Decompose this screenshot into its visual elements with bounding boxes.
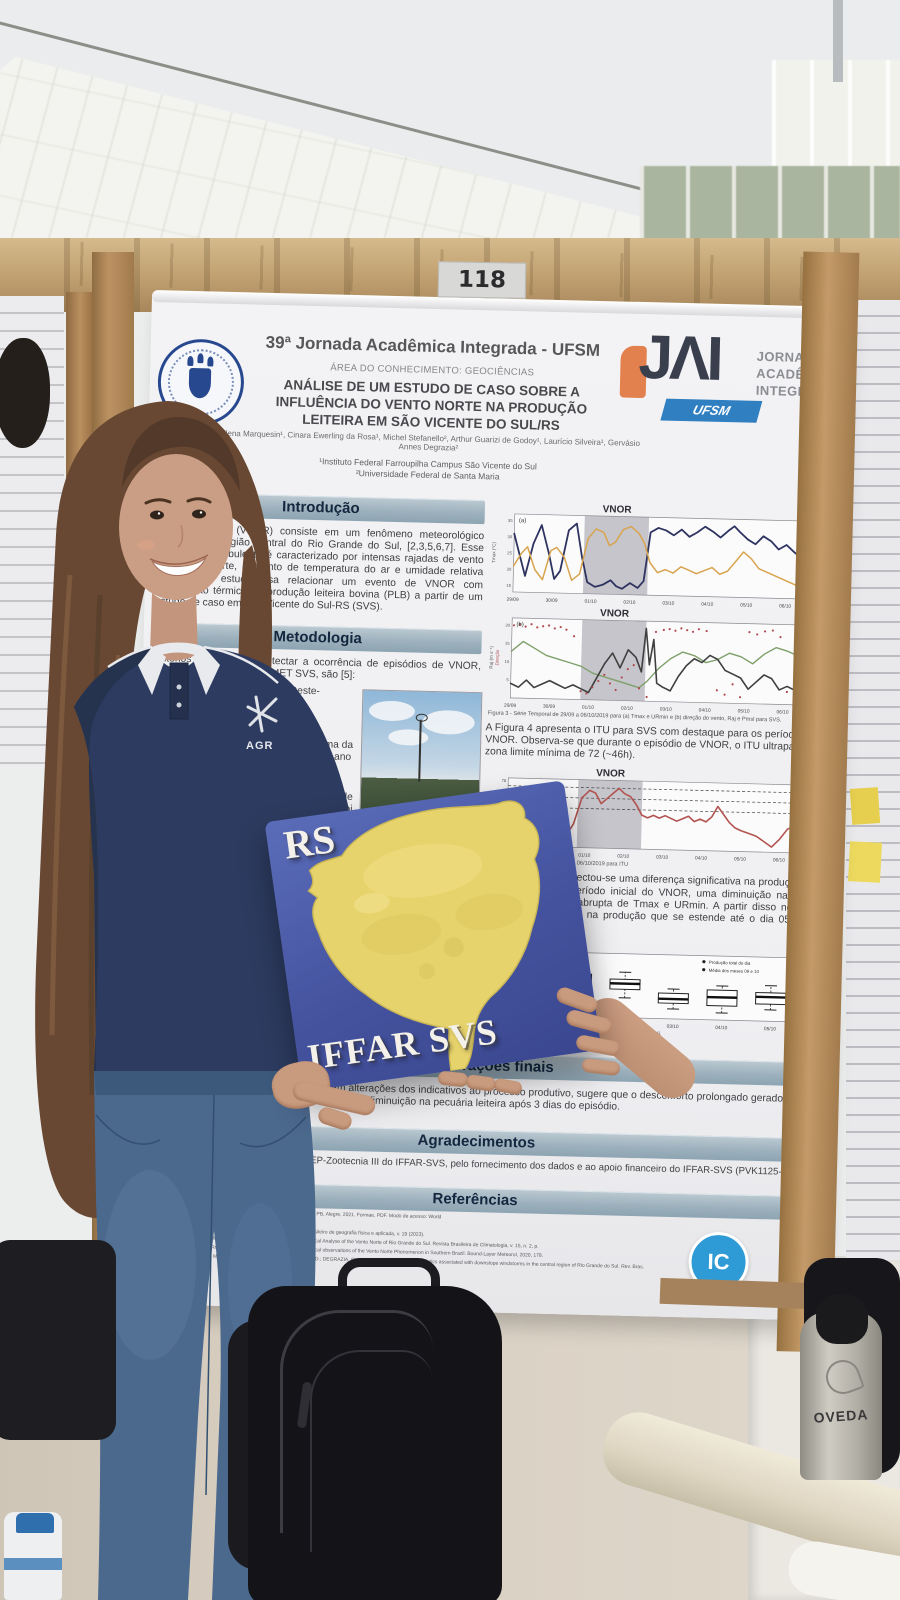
poster-right-column: 29/09 30/09 01/10 02/10 03/10 04/10 05/10 06/10… [478, 500, 825, 1047]
event-title: 39ª Jornada Acadêmica Integrada - UFSM [265, 332, 601, 360]
svg-text:03/10: 03/10 [662, 601, 674, 607]
svg-text:5: 5 [506, 677, 509, 682]
ufsm-ribbon: UFSM [660, 398, 763, 423]
svg-text:02/10: 02/10 [617, 854, 629, 860]
svg-text:30: 30 [507, 534, 512, 539]
svg-text:20: 20 [507, 567, 512, 572]
svg-text:Produção total do dia: Produção total do dia [709, 960, 751, 966]
chart-fig4-itu: 29/0930/0901/1002/1003/1004/1005/1006/10… [485, 768, 801, 864]
stand-number-plate: 118 [437, 261, 527, 299]
svg-text:01/10: 01/10 [578, 853, 590, 859]
poster: 39ª Jornada Acadêmica Integrada - UFSM Á… [127, 290, 842, 1321]
backpack-zipper-line [280, 1310, 433, 1533]
svg-text:VNOR: VNOR [603, 504, 633, 516]
svg-text:(b): (b) [516, 622, 523, 628]
svg-text:03/10: 03/10 [667, 1024, 679, 1030]
svg-text:30/09: 30/09 [546, 598, 558, 604]
sticky-note [849, 787, 881, 825]
svg-text:01/10: 01/10 [584, 599, 596, 605]
svg-text:Raj (m s⁻¹): Raj (m s⁻¹) [488, 646, 494, 669]
chart-fig3b-wind: 29/09 30/09 01/10 02/10 03/10 04/10 05/10 06/10… [488, 608, 820, 716]
svg-text:05/10: 05/10 [764, 1026, 776, 1032]
svg-text:Direção: Direção [495, 649, 500, 665]
face [119, 417, 240, 661]
svg-text:04/10: 04/10 [695, 856, 707, 862]
background-person [0, 338, 50, 448]
svg-text:06/10: 06/10 [773, 858, 785, 864]
svg-text:10: 10 [504, 659, 509, 664]
bottle-label: OVEDA [813, 1406, 869, 1426]
svg-text:20: 20 [505, 623, 510, 628]
svg-text:06/10: 06/10 [779, 603, 791, 609]
svg-text:03/10: 03/10 [660, 707, 672, 713]
svg-text:Tmax (°C): Tmax (°C) [491, 541, 497, 563]
svg-text:05/10: 05/10 [738, 708, 750, 714]
svg-text:04/10: 04/10 [701, 602, 713, 608]
mezzanine-windows [640, 166, 900, 246]
chart-fig3a-tmax-urmin: 29/09 30/09 01/10 02/10 03/10 04/10 05/10 06/10… [491, 504, 823, 610]
shirt-emblem: AGR [246, 695, 278, 752]
svg-text:15: 15 [505, 641, 510, 646]
water-bottle-small [4, 1512, 62, 1600]
bottle-cap [16, 1513, 54, 1533]
svg-text:04/10: 04/10 [699, 707, 711, 713]
svg-text:15: 15 [506, 583, 511, 588]
svg-text:(a): (a) [519, 518, 526, 524]
bottle-cap [816, 1294, 868, 1344]
svg-text:06/10: 06/10 [776, 709, 788, 715]
svg-text:05/10: 05/10 [734, 857, 746, 863]
shirt-emblem-text: AGR [246, 740, 273, 752]
svg-text:VNOR: VNOR [600, 608, 630, 620]
background-poster-right [846, 300, 900, 1260]
relief-map-board: RS IFFAR SVS [264, 780, 602, 1092]
svg-text:03/10: 03/10 [656, 855, 668, 861]
ceiling-pipe [833, 0, 843, 82]
jai-logo-letters: JΛI [637, 322, 721, 394]
results-itu-text: A Figura 4 apresenta o ITU para SVS com … [484, 722, 820, 762]
bottle-band [4, 1558, 62, 1570]
svg-text:29/09: 29/09 [504, 703, 516, 709]
svg-text:25: 25 [507, 550, 512, 555]
svg-text:02/10: 02/10 [623, 600, 635, 606]
backpack-left [0, 1240, 116, 1440]
sticky-note [847, 841, 883, 883]
backpack-zipper-line [310, 1350, 432, 1552]
svg-text:29/09: 29/09 [507, 597, 519, 603]
svg-text:78: 78 [502, 778, 507, 783]
svg-text:VNOR: VNOR [596, 768, 626, 780]
svg-text:04/10: 04/10 [715, 1025, 727, 1031]
svg-text:02/10: 02/10 [621, 706, 633, 712]
svg-text:05/10: 05/10 [740, 602, 752, 608]
svg-text:30/09: 30/09 [543, 704, 555, 710]
map-region-label: RS [280, 815, 338, 868]
rs-relief-map [307, 800, 541, 1072]
svg-text:01/10: 01/10 [582, 705, 594, 711]
svg-text:35: 35 [508, 518, 513, 523]
svg-text:Média dos meses 09 e 10: Média dos meses 09 e 10 [709, 968, 760, 974]
